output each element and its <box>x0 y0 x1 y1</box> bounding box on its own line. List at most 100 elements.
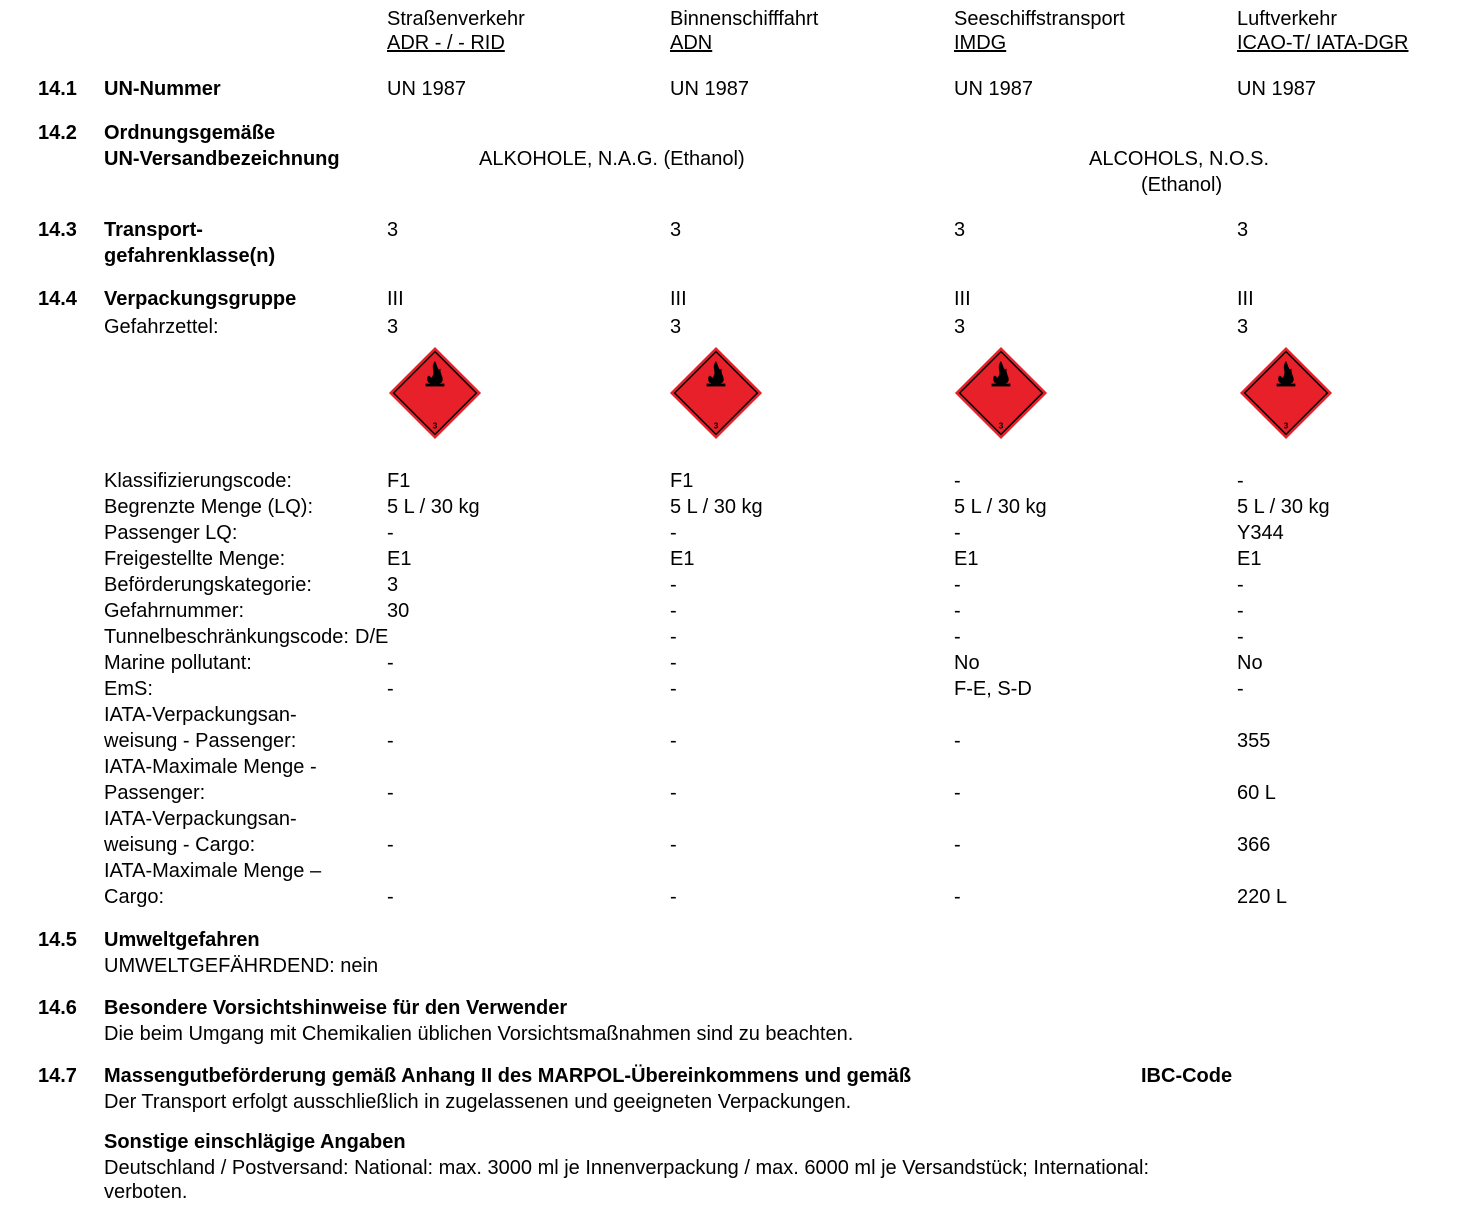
value-air: 355 <box>1237 730 1271 752</box>
detail-row-ems: EmS: - - F-E, S-D - <box>0 676 1462 702</box>
detail-row-tunnel-code: Tunnelbeschränkungscode: D/E - - - <box>0 624 1462 650</box>
column-name: Luftverkehr <box>1237 8 1338 30</box>
flammable-liquid-icon: 3 <box>1239 346 1333 440</box>
section-number: 14.6 <box>38 997 77 1019</box>
section-text-line1: Deutschland / Postversand: National: max… <box>104 1157 1150 1179</box>
shipping-name-de: ALKOHOLE, N.A.G. (Ethanol) <box>479 148 745 170</box>
gefahrzettel-label: Gefahrzettel: <box>104 316 219 338</box>
value-road: - <box>387 886 394 908</box>
label-class-number: 3 <box>999 421 1004 431</box>
detail-label: Begrenzte Menge (LQ): <box>104 496 313 518</box>
detail-label: EmS: <box>104 678 153 700</box>
value-road: 3 <box>387 219 399 241</box>
detail-row-transport-category: Beförderungskategorie: 3 - - - <box>0 572 1462 598</box>
value-air: - <box>1237 678 1244 700</box>
section-title: Verpackungsgruppe <box>104 288 297 310</box>
detail-label: Tunnelbeschränkungscode: <box>104 626 349 648</box>
value-sea: - <box>954 522 961 544</box>
section-text: Der Transport erfolgt ausschließlich in … <box>104 1091 852 1113</box>
value-air: E1 <box>1237 548 1262 570</box>
value-road: UN 1987 <box>387 78 466 100</box>
value-sea: - <box>954 834 961 856</box>
label-class-number: 3 <box>1284 421 1289 431</box>
section-title-line1: Transport- <box>104 219 203 241</box>
value-air: 60 L <box>1237 782 1276 804</box>
value-sea: - <box>954 886 961 908</box>
value-inland: - <box>670 652 677 674</box>
value-inland: 3 <box>670 316 682 338</box>
value-inland: F1 <box>670 470 694 492</box>
value-inland: 3 <box>670 219 682 241</box>
section-title: UN-Nummer <box>104 78 221 100</box>
value-road: 3 <box>387 574 399 596</box>
value-inland: - <box>670 730 677 752</box>
iata-label-line2: weisung - Cargo: <box>104 834 256 856</box>
detail-label: Klassifizierungscode: <box>104 470 292 492</box>
value-inland: UN 1987 <box>670 78 749 100</box>
value-sea: - <box>954 470 961 492</box>
value-road: - <box>387 730 394 752</box>
detail-row-hazard-number: Gefahrnummer: 30 - - - <box>0 598 1462 624</box>
value-inland: - <box>670 834 677 856</box>
section-title-line2: UN-Versandbezeichnung <box>104 148 340 170</box>
detail-label: Freigestellte Menge: <box>104 548 286 570</box>
flammable-liquid-icon: 3 <box>388 346 482 440</box>
value-sea: 3 <box>954 219 966 241</box>
value-road: III <box>387 288 404 310</box>
value-sea: III <box>954 288 971 310</box>
column-code: ICAO-T/ IATA-DGR <box>1237 32 1409 54</box>
section-number: 14.5 <box>38 929 77 951</box>
value-road: - <box>387 678 394 700</box>
column-name: Binnenschifffahrt <box>670 8 819 30</box>
iata-label-line2: weisung - Passenger: <box>104 730 297 752</box>
value-air: Y344 <box>1237 522 1284 544</box>
section-number: 14.3 <box>38 219 77 241</box>
section-14-1: 14.1 UN-Nummer UN 1987 UN 1987 UN 1987 U… <box>0 76 1462 102</box>
iata-label-line1: IATA-Maximale Menge – <box>104 860 322 882</box>
value-sea: - <box>954 574 961 596</box>
column-header-air: Luftverkehr ICAO-T/ IATA-DGR <box>1237 7 1408 55</box>
column-header-inland: Binnenschifffahrt ADN <box>670 7 930 55</box>
value-sea: UN 1987 <box>954 78 1033 100</box>
detail-row-passenger-lq: Passenger LQ: - - - Y344 <box>0 520 1462 546</box>
value-air: UN 1987 <box>1237 78 1316 100</box>
detail-label: Beförderungskategorie: <box>104 574 312 596</box>
detail-label: Gefahrnummer: <box>104 600 245 622</box>
section-title: Sonstige einschlägige Angaben <box>104 1131 406 1153</box>
value-inland: - <box>670 626 677 648</box>
iata-label-line1: IATA-Verpackungsan- <box>104 808 297 830</box>
value-road: - <box>387 652 394 674</box>
value-air: 220 L <box>1237 886 1288 908</box>
value-inland: III <box>670 288 687 310</box>
section-number: 14.2 <box>38 122 77 144</box>
value-sea: 3 <box>954 316 966 338</box>
value-inland: - <box>670 600 677 622</box>
section-number: 14.1 <box>38 78 77 100</box>
value-air: III <box>1237 288 1254 310</box>
section-title: Besondere Vorsichtshinweise für den Verw… <box>104 997 568 1019</box>
column-code: ADN <box>670 32 713 54</box>
value-air: No <box>1237 652 1263 674</box>
value-road: 3 <box>387 316 399 338</box>
column-header-road: Straßenverkehr ADR - / - RID <box>387 7 597 55</box>
column-header-sea: Seeschiffstransport IMDG <box>954 7 1216 55</box>
value-air: 3 <box>1237 316 1249 338</box>
value-sea: 5 L / 30 kg <box>954 496 1047 518</box>
detail-row-classification-code: Klassifizierungscode: F1 F1 - - <box>0 468 1462 494</box>
value-inland: - <box>670 574 677 596</box>
section-number: 14.7 <box>38 1065 77 1087</box>
value-road: F1 <box>387 470 411 492</box>
value-road: - <box>387 522 394 544</box>
value-sea: No <box>954 652 980 674</box>
section-title-line2: gefahrenklasse(n) <box>104 245 276 267</box>
value-inland: - <box>670 522 677 544</box>
value-inland: - <box>670 782 677 804</box>
section-number: 14.4 <box>38 288 77 310</box>
shipping-name-en: ALCOHOLS, N.O.S. <box>1089 148 1270 170</box>
section-text: Die beim Umgang mit Chemikalien üblichen… <box>104 1023 854 1045</box>
value-sea: - <box>954 626 961 648</box>
shipping-name-en-line2: (Ethanol) <box>1141 174 1223 196</box>
column-name: Seeschiffstransport <box>954 8 1125 30</box>
section-title: Umweltgefahren <box>104 929 260 951</box>
detail-row-limited-quantity: Begrenzte Menge (LQ): 5 L / 30 kg 5 L / … <box>0 494 1462 520</box>
